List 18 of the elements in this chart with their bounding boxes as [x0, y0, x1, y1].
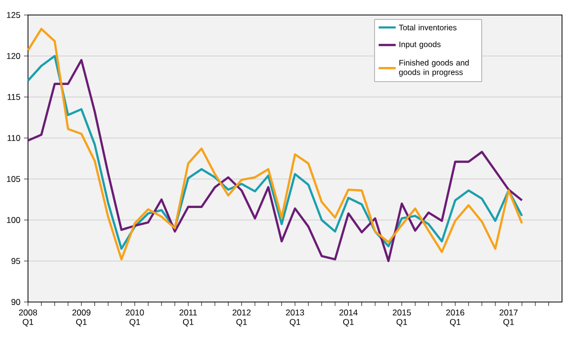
x-tick-label: 2016 Q1	[446, 310, 464, 326]
x-tick-label: 2014 Q1	[339, 310, 358, 326]
y-tick-label: 95	[11, 258, 20, 264]
y-tick-label: 125	[7, 12, 20, 18]
y-tick-label: 120	[7, 53, 20, 59]
x-tick-label: 2010 Q1	[126, 310, 144, 326]
x-tick-label: 2017 Q1	[500, 310, 518, 326]
y-tick-label: 105	[7, 176, 20, 182]
x-tick-label: 2008 Q1	[19, 310, 38, 326]
x-tick-label: 2011 Q1	[180, 310, 197, 326]
x-tick-label: 2009 Q1	[72, 310, 90, 326]
x-tick-label: 2012 Q1	[232, 310, 251, 326]
y-tick-label: 100	[7, 217, 20, 223]
y-tick-label: 110	[8, 135, 20, 141]
x-tick-label: 2013 Q1	[286, 310, 304, 326]
y-tick-label: 115	[8, 94, 20, 100]
y-tick-label: 90	[11, 299, 20, 305]
x-tick-label: 2015 Q1	[392, 310, 411, 326]
